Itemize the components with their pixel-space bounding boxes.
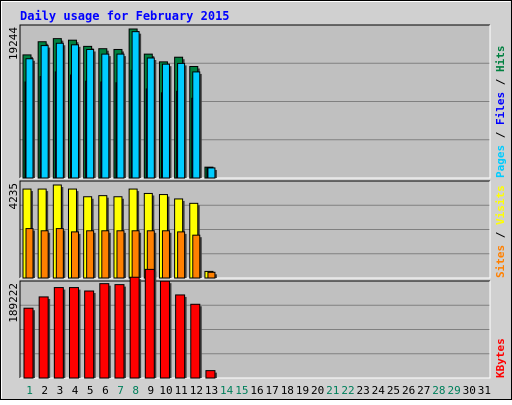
x-tick-label: 11 (175, 384, 188, 397)
x-tick-label: 15 (235, 384, 248, 397)
plot-frame-visits-sites (19, 180, 490, 278)
legend-entry: Sites (494, 245, 507, 278)
bar-kbytes (190, 303, 201, 379)
legend-visits-sites: Sites / Visits (494, 185, 507, 278)
bar-kbytes (38, 296, 49, 379)
x-tick-label: 25 (387, 384, 400, 397)
chart-frame-highlight (1, 1, 511, 399)
bar-sites (207, 271, 216, 279)
bar-sites (55, 228, 64, 279)
bar-kbytes (129, 276, 140, 379)
ymax-label-pages-files-hits: 19244 (7, 27, 20, 60)
ymax-label-kbytes: 189222 (7, 283, 20, 323)
x-tick-label: 22 (341, 384, 354, 397)
x-tick-label: 16 (250, 384, 263, 397)
plot-frame-pages-files-hits (19, 24, 490, 178)
legend-pages-files-hits: Pages / Files / Hits (494, 46, 507, 179)
bar-kbytes (68, 287, 79, 379)
bar-pages (55, 42, 64, 179)
legend-entry: / (494, 72, 507, 92)
bar-kbytes (144, 268, 155, 379)
bar-sites (101, 230, 110, 279)
bar-pages (131, 31, 140, 179)
x-tick-label: 4 (72, 384, 79, 397)
legend-entry: Hits (494, 46, 507, 73)
bar-pages (86, 48, 95, 179)
bar-sites (192, 234, 201, 279)
legend-kbytes: KBytes (494, 338, 507, 378)
x-tick-label: 20 (311, 384, 324, 397)
bar-kbytes (205, 370, 216, 379)
bar-kbytes (175, 294, 186, 379)
bar-sites (116, 230, 125, 279)
chart-title: Daily usage for February 2015 (20, 9, 230, 23)
legend-entry: KBytes (494, 338, 507, 378)
x-tick-label: 13 (205, 384, 218, 397)
x-tick-label: 29 (447, 384, 460, 397)
x-tick-label: 10 (159, 384, 172, 397)
x-tick-label: 6 (102, 384, 109, 397)
legend-entry: / (494, 225, 507, 245)
legend-entry: Files (494, 92, 507, 125)
x-tick-label: 5 (87, 384, 94, 397)
x-tick-label: 2 (41, 384, 48, 397)
legend-entry: Visits (494, 185, 507, 225)
legend-entry: Pages (494, 145, 507, 178)
bar-sites (86, 230, 95, 279)
bar-pages (192, 71, 201, 179)
x-tick-label: 14 (220, 384, 234, 397)
x-tick-label: 7 (117, 384, 124, 397)
bar-sites (70, 231, 79, 279)
bar-pages (25, 58, 34, 179)
bar-kbytes (23, 307, 34, 379)
x-tick-label: 3 (57, 384, 64, 397)
bar-sites (177, 231, 186, 279)
x-tick-label: 17 (266, 384, 279, 397)
bar-pages (161, 63, 170, 179)
bar-kbytes (53, 287, 64, 379)
bar-pages (70, 44, 79, 179)
bar-sites (131, 230, 140, 279)
x-tick-label: 1 (26, 384, 33, 397)
x-tick-label: 12 (190, 384, 203, 397)
bar-kbytes (114, 284, 125, 379)
x-tick-label: 19 (296, 384, 309, 397)
ymax-label-visits-sites: 4235 (7, 183, 20, 210)
bar-sites (25, 228, 34, 279)
bar-sites (40, 230, 49, 279)
bar-pages (177, 62, 186, 179)
legend-entry: / (494, 125, 507, 145)
bar-pages (207, 167, 216, 179)
bar-kbytes (99, 283, 110, 379)
x-tick-label: 26 (402, 384, 415, 397)
x-tick-label: 24 (372, 384, 386, 397)
x-tick-label: 18 (281, 384, 294, 397)
bar-kbytes (159, 280, 170, 379)
x-tick-label: 8 (132, 384, 139, 397)
x-tick-label: 31 (478, 384, 491, 397)
bar-pages (116, 53, 125, 179)
bar-kbytes (84, 290, 95, 379)
x-tick-label: 9 (148, 384, 155, 397)
bar-pages (146, 57, 155, 179)
bar-pages (40, 45, 49, 179)
x-tick-label: 30 (463, 384, 476, 397)
plot-frame-kbytes (19, 280, 490, 378)
x-tick-label: 21 (326, 384, 339, 397)
bar-pages (101, 53, 110, 179)
x-tick-label: 23 (357, 384, 370, 397)
x-tick-label: 28 (432, 384, 445, 397)
x-tick-label: 27 (417, 384, 430, 397)
bar-sites (161, 230, 170, 279)
